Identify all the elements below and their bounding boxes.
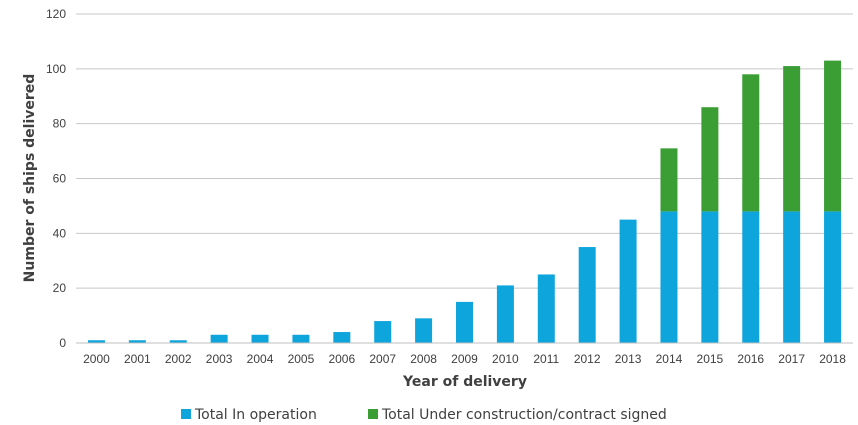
legend-swatch — [368, 409, 378, 419]
legend-label: Total Under construction/contract signed — [381, 407, 667, 423]
y-tick-label: 120 — [46, 7, 66, 21]
x-tick-label: 2005 — [288, 352, 315, 366]
x-tick-label: 2014 — [656, 352, 683, 366]
bar-in-operation-2011 — [537, 274, 555, 343]
y-axis-title: Number of ships delivered — [22, 74, 38, 283]
x-tick-label: 2003 — [206, 352, 233, 366]
bar-in-operation-2000 — [87, 340, 105, 343]
bar-under-construction-2015 — [701, 107, 719, 212]
bar-in-operation-2018 — [824, 211, 842, 343]
x-tick-label: 2006 — [328, 352, 355, 366]
bar-in-operation-2001 — [128, 340, 146, 343]
bar-in-operation-2012 — [578, 247, 596, 343]
x-axis-title: Year of delivery — [402, 374, 527, 390]
x-tick-label: 2008 — [410, 352, 437, 366]
bar-in-operation-2016 — [742, 211, 760, 343]
bar-in-operation-2014 — [660, 211, 678, 343]
bar-in-operation-2008 — [415, 318, 433, 343]
x-tick-label: 2001 — [124, 352, 151, 366]
x-tick-label: 2016 — [737, 352, 764, 366]
y-tick-label: 20 — [53, 281, 67, 295]
y-tick-label: 40 — [53, 226, 67, 240]
y-tick-label: 60 — [53, 172, 67, 186]
bar-in-operation-2006 — [333, 332, 351, 343]
y-tick-label: 0 — [59, 336, 66, 350]
bar-in-operation-2005 — [292, 334, 310, 343]
bars — [87, 60, 842, 343]
bar-under-construction-2014 — [660, 148, 678, 212]
bar-in-operation-2007 — [374, 321, 392, 343]
bar-in-operation-2013 — [619, 219, 637, 343]
x-tick-label: 2010 — [492, 352, 519, 366]
y-axis-ticks: 0 20 40 60 80 100 120 — [46, 7, 66, 350]
legend-label: Total In operation — [194, 407, 317, 423]
bar-in-operation-2002 — [169, 340, 187, 343]
x-tick-label: 2017 — [778, 352, 805, 366]
bar-under-construction-2017 — [783, 66, 801, 212]
x-tick-label: 2009 — [451, 352, 478, 366]
x-tick-label: 2018 — [819, 352, 846, 366]
bar-in-operation-2004 — [251, 334, 269, 343]
bar-under-construction-2016 — [742, 74, 760, 212]
x-tick-label: 2002 — [165, 352, 192, 366]
bar-in-operation-2003 — [210, 334, 228, 343]
bar-in-operation-2017 — [783, 211, 801, 343]
gridlines — [76, 13, 853, 289]
bar-in-operation-2009 — [456, 301, 473, 343]
bar-in-operation-2015 — [701, 211, 719, 343]
legend-swatch — [181, 409, 191, 419]
x-tick-label: 2012 — [574, 352, 601, 366]
legend: Total In operation Total Under constructi… — [181, 407, 667, 423]
x-tick-label: 2007 — [369, 352, 396, 366]
x-tick-label: 2011 — [533, 352, 559, 366]
bar-under-construction-2018 — [824, 60, 842, 212]
x-tick-label: 2004 — [247, 352, 274, 366]
x-tick-label: 2015 — [697, 352, 724, 366]
bar-in-operation-2010 — [496, 285, 514, 343]
x-tick-label: 2013 — [615, 352, 642, 366]
x-tick-label: 2000 — [83, 352, 110, 366]
x-axis-ticks: 2000 2001 2002 2003 2004 2005 2006 2007 2008 2009… — [83, 352, 846, 366]
y-tick-label: 80 — [53, 117, 67, 131]
y-tick-label: 100 — [46, 62, 66, 76]
